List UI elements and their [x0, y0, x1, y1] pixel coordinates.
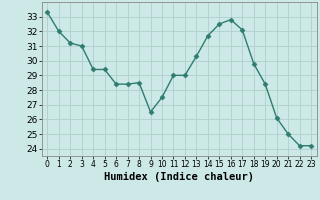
X-axis label: Humidex (Indice chaleur): Humidex (Indice chaleur) — [104, 172, 254, 182]
